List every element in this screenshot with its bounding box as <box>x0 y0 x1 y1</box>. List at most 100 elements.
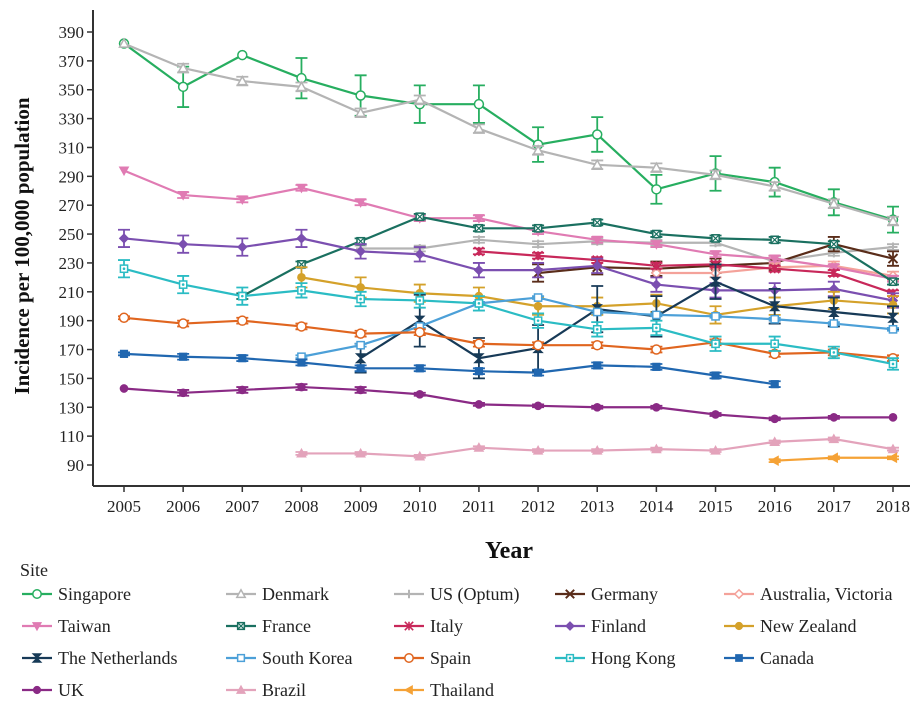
legend-label: Hong Kong <box>591 648 676 668</box>
data-point <box>591 445 603 455</box>
data-point <box>651 344 662 355</box>
data-point <box>118 233 130 244</box>
x-tick-label: 2006 <box>166 497 200 516</box>
plot-area: 90 110 130 150 170 190 210 230 250 270 290 310 330 35… <box>59 10 910 516</box>
data-point <box>829 239 839 249</box>
series-line <box>123 352 775 386</box>
data-point <box>473 98 485 110</box>
data-point <box>356 340 365 350</box>
data-point <box>592 260 603 272</box>
legend-item: Finland <box>555 616 646 636</box>
data-point <box>119 264 129 274</box>
data-point <box>592 218 602 227</box>
data-point <box>828 307 840 318</box>
data-point <box>473 214 485 224</box>
legend-items: Singapore Denmark US (Optum) Germany Austral… <box>22 584 893 700</box>
data-point <box>592 402 602 412</box>
data-point <box>473 264 485 276</box>
data-point <box>237 315 248 326</box>
data-point <box>118 37 130 48</box>
data-point <box>415 296 425 305</box>
data-point <box>414 249 425 260</box>
data-point <box>295 80 308 92</box>
legend-label: Brazil <box>262 680 306 700</box>
data-point <box>237 291 247 301</box>
legend-item: US (Optum) <box>394 584 520 605</box>
data-point <box>888 242 898 252</box>
data-point <box>31 653 43 663</box>
x-tick-label: 2011 <box>462 497 495 516</box>
data-point <box>652 362 661 371</box>
data-point <box>652 402 661 412</box>
legend-label: Italy <box>430 616 463 636</box>
legend-item: France <box>226 616 311 636</box>
data-point <box>769 455 779 467</box>
data-point <box>355 447 366 458</box>
data-point <box>887 452 898 464</box>
x-tick-label: 2012 <box>521 497 555 516</box>
data-point <box>711 234 720 243</box>
legend-label: South Korea <box>262 648 352 668</box>
data-point <box>177 318 189 329</box>
data-point <box>533 301 543 311</box>
legend-item: Singapore <box>22 584 131 604</box>
data-point <box>404 653 414 663</box>
data-point <box>710 445 721 455</box>
data-point <box>735 654 743 662</box>
data-point <box>770 339 780 349</box>
y-tick-label: 390 <box>59 23 85 42</box>
data-point <box>711 371 720 380</box>
data-point <box>565 589 575 599</box>
x-tick-label: 2008 <box>284 497 318 516</box>
data-point <box>652 229 661 239</box>
data-point <box>532 339 544 351</box>
x-tick-label: 2005 <box>107 497 141 516</box>
y-axis-title: Incidence per 100,000 population <box>10 97 34 394</box>
data-point <box>473 122 485 134</box>
data-point <box>177 81 189 93</box>
legend-label: Thailand <box>430 680 494 700</box>
data-point <box>591 158 604 170</box>
data-point <box>415 212 425 222</box>
data-point <box>474 367 484 376</box>
y-tick-label: 150 <box>59 369 85 388</box>
data-point <box>296 321 307 332</box>
y-ticks: 90 110 130 150 170 190 210 230 250 270 290 310 330 35… <box>59 23 93 475</box>
x-tick-label: 2010 <box>403 497 437 516</box>
data-point <box>887 215 899 226</box>
data-point <box>651 443 662 454</box>
data-point <box>235 588 247 599</box>
data-point <box>474 400 484 409</box>
data-point <box>828 267 839 279</box>
data-point <box>474 298 484 308</box>
series-singapore <box>118 38 899 234</box>
series-line <box>123 169 894 280</box>
series-line <box>123 42 894 221</box>
data-point <box>652 310 661 320</box>
data-point <box>532 445 544 455</box>
data-point <box>709 168 722 180</box>
data-point <box>652 323 661 333</box>
data-point <box>591 129 603 140</box>
data-point <box>474 223 484 233</box>
legend-label: France <box>262 616 311 636</box>
x-tick-label: 2007 <box>225 497 260 516</box>
series-line <box>123 237 894 302</box>
legend: Site Singapore Denmark US (Optum) Germany Au… <box>20 560 893 700</box>
data-point <box>237 49 248 61</box>
data-point <box>770 414 780 424</box>
data-point <box>235 684 247 694</box>
data-point <box>414 326 426 338</box>
y-tick-label: 90 <box>67 456 84 475</box>
data-point <box>887 443 899 454</box>
data-point <box>829 413 839 422</box>
data-point <box>355 90 366 101</box>
series-brazil <box>295 433 899 461</box>
data-point <box>533 368 543 377</box>
legend-label: Spain <box>430 648 471 668</box>
data-point <box>415 364 424 373</box>
data-point <box>356 283 365 292</box>
data-point <box>769 254 781 265</box>
data-point <box>709 276 722 287</box>
